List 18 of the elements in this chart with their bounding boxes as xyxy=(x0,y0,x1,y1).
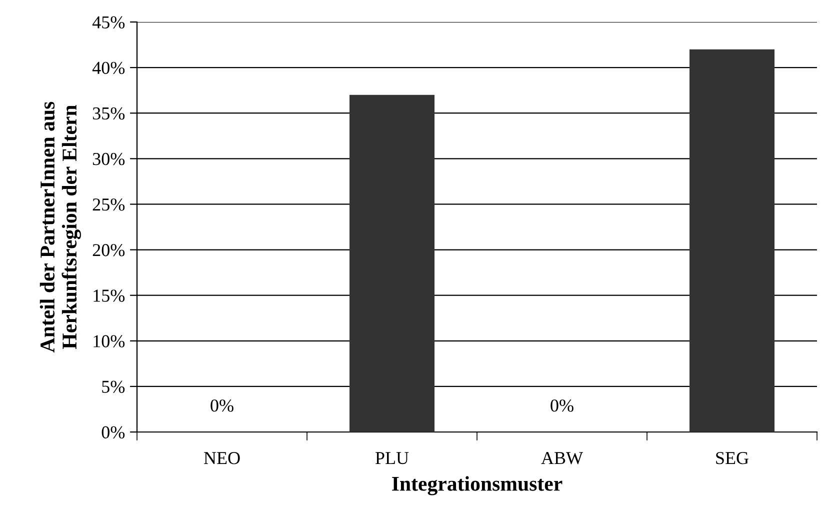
x-tick-label: PLU xyxy=(375,452,409,464)
y-tick-label: 0% xyxy=(102,426,125,438)
y-tick-label: 25% xyxy=(92,198,125,211)
x-tick-label: NEO xyxy=(204,452,240,464)
y-tick-label: 20% xyxy=(92,244,125,256)
y-tick-label: 5% xyxy=(102,380,125,393)
y-axis-title: Anteil der PartnerInnen aus Herkunftsregion der Eltern xyxy=(40,102,81,352)
x-axis-title: Integrationsmuster xyxy=(392,476,562,496)
y-tick-label: 10% xyxy=(94,335,125,348)
data-label: 0% xyxy=(210,399,234,412)
y-tick-label: 40% xyxy=(92,62,125,74)
data-label: 0% xyxy=(550,399,574,412)
y-tick-label: 15% xyxy=(94,290,125,302)
x-tick-label: SEG xyxy=(716,452,748,464)
x-tick-label: ABW xyxy=(541,452,584,464)
y-tick-label: 30% xyxy=(92,152,125,166)
y-tick-label: 45% xyxy=(92,16,125,28)
y-tick-label: 35% xyxy=(92,107,125,120)
